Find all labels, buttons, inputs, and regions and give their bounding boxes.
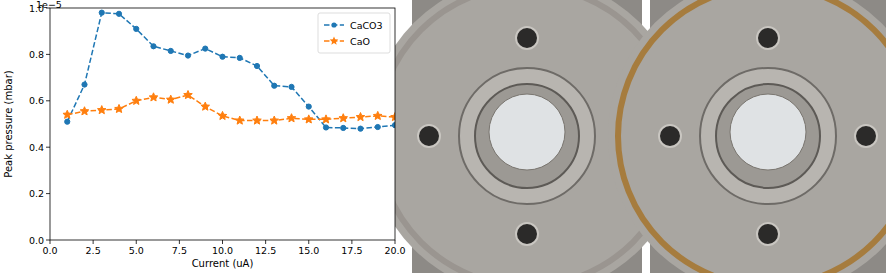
series-marker (287, 114, 296, 122)
series-marker (134, 26, 139, 31)
y-tick-label: 0.8 (29, 49, 44, 60)
x-tick (351, 240, 352, 244)
series-marker (270, 116, 279, 124)
series-marker (304, 115, 313, 123)
series-marker (391, 113, 395, 121)
plot-frame (50, 8, 395, 240)
y-tick-label: 0.6 (29, 95, 44, 106)
photo (608, 0, 886, 273)
series-marker (80, 107, 89, 115)
series-marker (201, 102, 210, 110)
x-tick-label: 5.0 (129, 245, 144, 256)
series-marker (168, 48, 173, 53)
holder-ring (475, 84, 579, 188)
series-marker (185, 53, 190, 58)
y-tick-label: 0.2 (29, 188, 44, 199)
flange (608, 0, 886, 273)
series-marker (322, 115, 331, 123)
legend-marker (331, 22, 336, 27)
bolt-hole (516, 223, 538, 245)
x-tick (50, 240, 51, 244)
series-marker (151, 44, 156, 49)
series-marker (132, 96, 141, 104)
y-tick (46, 54, 50, 55)
x-tick-label: 12.5 (255, 245, 276, 256)
y-tick (46, 193, 50, 194)
x-axis-label: Current (uA) (192, 258, 254, 269)
x-tick-label: 7.5 (172, 245, 187, 256)
x-tick-label: 10.0 (212, 245, 233, 256)
series-marker (375, 124, 380, 129)
series-marker (356, 113, 365, 121)
series-marker (218, 111, 227, 119)
y-tick (46, 147, 50, 148)
series-marker (220, 54, 225, 59)
x-tick-label: 17.5 (341, 245, 362, 256)
series-marker (306, 104, 311, 109)
series-marker (235, 116, 244, 124)
series-marker (341, 125, 346, 130)
x-tick-label: 20.0 (384, 245, 405, 256)
legend-marker (330, 37, 339, 45)
series-marker (63, 110, 72, 118)
y-tick (46, 240, 50, 241)
series-marker (99, 10, 104, 15)
series-marker (166, 95, 175, 103)
x-tick-label: 15.0 (298, 245, 319, 256)
bolt-hole (855, 125, 877, 147)
y-tick-label: 0.4 (29, 142, 44, 153)
series-marker (116, 11, 121, 16)
series-marker (323, 125, 328, 130)
x-tick (136, 240, 137, 244)
x-tick-label: 0.0 (42, 245, 57, 256)
series-marker (203, 46, 208, 51)
flange-rim (618, 0, 886, 273)
sample (489, 94, 565, 170)
series-marker (237, 55, 242, 60)
legend-box (318, 13, 390, 53)
bolt-hole (659, 125, 681, 147)
holder (459, 68, 595, 204)
series-marker (115, 104, 124, 112)
y-tick-label: 0.0 (29, 235, 44, 246)
bolt-hole (757, 223, 779, 245)
plot-area (50, 8, 395, 240)
series-marker (149, 93, 158, 101)
y-offset-label: 1e−5 (36, 0, 62, 10)
series-marker (358, 126, 363, 131)
series-marker (272, 83, 277, 88)
x-tick (179, 240, 180, 244)
x-tick (265, 240, 266, 244)
x-tick (395, 240, 396, 244)
series-marker (184, 91, 193, 99)
x-tick-label: 2.5 (86, 245, 101, 256)
holder-ring (716, 84, 820, 188)
x-tick (222, 240, 223, 244)
bolt-hole (757, 27, 779, 49)
x-tick (308, 240, 309, 244)
series-marker (82, 82, 87, 87)
y-tick (46, 100, 50, 101)
holder (700, 68, 836, 204)
legend: CaCO3 CaO (318, 13, 390, 53)
x-tick (93, 240, 94, 244)
series-marker (254, 63, 259, 68)
sample (730, 94, 806, 170)
legend-label: CaCO3 (350, 20, 383, 31)
legend-label: CaO (350, 36, 370, 47)
bolt-hole (516, 27, 538, 49)
series-marker (65, 119, 70, 124)
bolt-hole (418, 125, 440, 147)
series-marker (289, 84, 294, 89)
plot-group (63, 10, 395, 131)
y-axis-label: Peak pressure (mbar) (3, 70, 14, 178)
series-marker (373, 111, 382, 119)
series-marker (253, 116, 262, 124)
series-line (67, 13, 395, 129)
series-marker (339, 114, 348, 122)
series-marker (97, 106, 106, 114)
